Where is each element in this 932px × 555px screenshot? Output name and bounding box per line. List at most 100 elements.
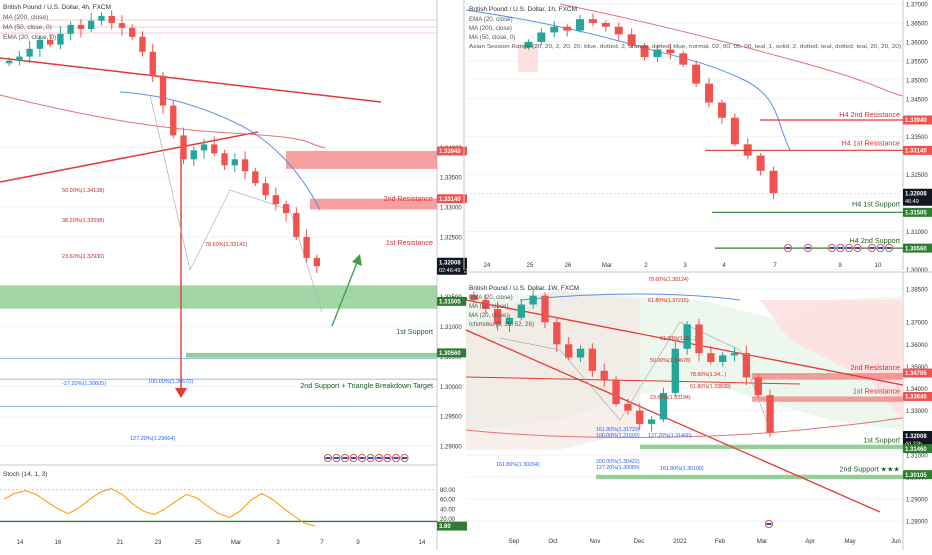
h4-candle xyxy=(221,153,228,166)
h4-candle xyxy=(282,204,290,214)
price-tick: 1.34000 xyxy=(906,387,928,393)
event-flag-stripe xyxy=(367,457,374,459)
h1-price-axis[interactable]: 1.37000 1.36500 1.36000 1.35500 1.35000 1.345… xyxy=(903,3,932,274)
bounce-arrow xyxy=(331,259,359,327)
price-tag-value: 1.31505 xyxy=(905,211,927,217)
bounce-arrowhead xyxy=(352,254,362,266)
price-tick: 1.37000 xyxy=(906,321,928,327)
w1-ind-3: MA (20, close) xyxy=(469,312,509,319)
h4-candle xyxy=(252,171,259,184)
fib-label: 23.60%(1.33194) xyxy=(650,395,691,401)
h1-candle xyxy=(705,83,714,103)
ichimoku-cloud-red xyxy=(760,300,903,420)
fib-label: 38.20%(1.33598) xyxy=(62,218,104,224)
price-tag-value: 1.34705 xyxy=(905,371,927,377)
w1-panel[interactable]: 78.60%(1.38124) 61.80%(1.37215) 61.80%(1.3… xyxy=(464,271,932,550)
stoch-line xyxy=(3,488,316,527)
price-tag-value: 1.33140 xyxy=(905,149,927,155)
h4-indicator-lines xyxy=(0,57,382,398)
stoch-lines: 80.00 60.00 40.00 20.003.80 xyxy=(0,488,467,531)
stoch-title: Stoch (14, 1, 3) xyxy=(3,471,47,478)
price-tick: 1.30000 xyxy=(906,268,928,274)
price-tick: 1.35000 xyxy=(906,78,928,84)
h4-candle xyxy=(98,15,105,21)
event-flag-stripe xyxy=(384,457,391,459)
event-flag-stripe xyxy=(342,457,348,459)
w1-candle xyxy=(517,304,525,318)
h1-panel[interactable]: British Pound / U.S. Dollar, 1h, FXCM EM… xyxy=(463,0,932,274)
w1-candle xyxy=(576,348,585,358)
event-flag-stripe xyxy=(837,247,844,249)
h1-candle xyxy=(769,170,778,194)
h4-candle xyxy=(293,213,300,237)
price-tick: 1.36500 xyxy=(906,21,928,27)
w1-price-axis[interactable]: 1.38500 1.37000 1.36000 1.35000 1.34000 1.330… xyxy=(903,288,932,526)
stoch-panel[interactable]: Stoch (14, 1, 3) 80.00 60.00 40.00 20.003.8… xyxy=(0,464,467,531)
time-tick: 4 xyxy=(722,263,726,269)
w1-candles xyxy=(470,288,774,437)
h4-title: British Pound / U.S. Dollar, 4h, FXCM xyxy=(3,4,111,11)
zone-label-1st-support: 1st Support xyxy=(396,327,433,336)
time-tick: Dec xyxy=(634,539,645,545)
h4-panel[interactable]: 50.00%(1.34138) 38.20%(1.33598) 78.60%(1.3… xyxy=(0,0,467,550)
fib-label: 100.00%(1.31600) xyxy=(596,433,640,439)
price-tag-value: 1.33940 xyxy=(905,118,927,124)
h4-price-axis[interactable]: 1.340001.335001.330001.325001.315001.310… xyxy=(437,146,467,451)
h4-candle xyxy=(159,75,167,106)
time-tick: 2022 xyxy=(673,539,687,545)
fib-label: 61.80%(1.37215) xyxy=(648,298,689,304)
w1-time-axis[interactable]: Sep Oct Nov Dec 2022 Feb Mar Apr May Jun xyxy=(509,539,901,545)
zone-label-2nd-support: 2nd Support + Triangle Breakdown Target xyxy=(300,381,433,390)
w1-candle xyxy=(588,348,597,371)
w1-candle xyxy=(541,295,549,323)
zone-label: 1st Support xyxy=(863,436,900,445)
h1-time-axis[interactable]: 24 25 26 Mar 2 3 4 7 9 10 xyxy=(484,263,882,269)
h4-header: British Pound / U.S. Dollar, 4h, FXCM MA… xyxy=(3,4,111,41)
time-tick: Apr xyxy=(805,539,814,545)
fib-label: 127.20%(1.31400) xyxy=(648,433,692,439)
h4-candle xyxy=(57,33,64,45)
price-tick: 1.32500 xyxy=(440,235,462,241)
stoch-tick: 40.00 xyxy=(440,507,456,513)
w1-ind-2: MA (50, close) xyxy=(469,303,509,310)
zone-label: 2nd Resistance xyxy=(850,363,900,372)
time-tick: Mar xyxy=(602,263,612,269)
h1-candle xyxy=(576,19,585,31)
h4-candle xyxy=(46,39,54,45)
price-tag-value: 1.32008 xyxy=(905,191,927,197)
h1-candle xyxy=(614,26,623,35)
h4-candle xyxy=(190,150,197,160)
price-tag-dark xyxy=(437,257,467,275)
support-zone xyxy=(0,285,437,309)
time-tick: 25 xyxy=(195,540,202,546)
price-tag-red xyxy=(437,146,467,156)
h4-candle xyxy=(200,144,208,151)
w1-candle xyxy=(553,322,561,345)
w1-candle xyxy=(659,392,668,420)
price-tag-value: 1.31505 xyxy=(439,300,461,306)
time-tick: 10 xyxy=(875,263,882,269)
event-flag-stripe xyxy=(846,247,852,249)
event-flag-stripe xyxy=(785,247,791,249)
breakdown-arrowhead xyxy=(175,388,187,398)
w1-fib-labels: 78.60%(1.38124) 61.80%(1.37215) 61.80%(1.3… xyxy=(496,277,900,529)
h4-candle xyxy=(129,27,136,37)
w1-candle xyxy=(647,419,656,424)
time-tick: Mar xyxy=(231,540,241,546)
h1-candle xyxy=(756,155,765,171)
w1-candle xyxy=(671,348,679,393)
fib-label: 61.80%(1.33839) xyxy=(690,384,731,390)
w1-candle xyxy=(493,308,502,325)
price-tag-timer: 02:46:49 xyxy=(439,268,460,274)
zone-label: H4 2nd Support xyxy=(850,236,900,245)
fib-label: 78.60%(1.33141) xyxy=(205,242,247,248)
h4-time-axis[interactable]: 14 16 21 23 25 Mar 3 7 9 14 xyxy=(17,540,426,546)
event-flag-stripe xyxy=(393,457,399,459)
w1-ind-4: Ichimoku (9, 26, 52, 26) xyxy=(469,321,534,328)
h4-candle xyxy=(180,135,187,160)
price-tag-red xyxy=(903,391,932,401)
h1-ind-3: MA (50, close, 0) xyxy=(469,34,515,41)
w1-zones xyxy=(596,373,903,480)
h4-candle xyxy=(303,236,310,258)
w1-indicator-lines xyxy=(465,293,904,513)
